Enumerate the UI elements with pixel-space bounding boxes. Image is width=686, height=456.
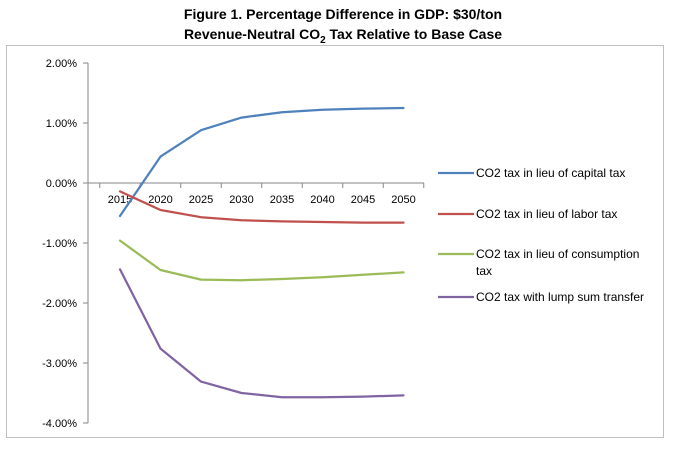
x-tick-label: 2015 (108, 194, 132, 206)
legend-label-line: CO2 tax in lieu of capital tax (476, 166, 625, 180)
legend-label-1: CO2 tax in lieu of capital tax (476, 166, 625, 180)
series-line-3 (118, 239, 405, 282)
chart-frame (6, 45, 664, 438)
x-tick-label: 2035 (270, 194, 294, 206)
chart-title-line-1: Figure 1. Percentage Difference in GDP: … (183, 6, 503, 22)
legend-label-line: CO2 tax with lump sum transfer (476, 290, 644, 304)
y-tick-label: -2.00% (42, 298, 77, 310)
x-tick-label: 2030 (229, 194, 253, 206)
y-tick-label: -1.00% (42, 238, 77, 250)
x-tick-label: 2025 (189, 194, 213, 206)
x-tick-label: 2020 (148, 194, 172, 206)
chart-title-line-2-suffix: Tax Relative to Base Case (325, 26, 503, 42)
x-tick-label: 2050 (391, 194, 415, 206)
y-tick-label: -3.00% (42, 358, 77, 370)
series-line-1 (118, 106, 405, 218)
series-line-2 (118, 190, 405, 224)
chart-axes: 2.00% 1.00% 0.00% -1.00% -2.00% -3.00% -4.00% 2… (42, 58, 425, 430)
y-tick-label: 1.00% (46, 118, 77, 130)
y-tick-label: -4.00% (42, 418, 77, 430)
chart-title-line-2: Revenue-Neutral CO2 Tax Relative to Base… (0, 24, 686, 51)
y-tick-label: 0.00% (46, 178, 77, 190)
legend-label-line: CO2 tax in lieu of labor tax (476, 207, 617, 221)
chart-series-lines (118, 106, 405, 399)
legend-label-4: CO2 tax with lump sum transfer (476, 290, 644, 304)
chart-title-line-2-subscript: 2 (320, 34, 326, 46)
series-line-4 (118, 268, 405, 399)
x-tick-label: 2045 (351, 194, 375, 206)
chart-legend: CO2 tax in lieu of capital tax CO2 tax in… (438, 166, 644, 304)
legend-label-3: CO2 tax in lieu of consumption tax (476, 247, 639, 278)
legend-label-line: tax (476, 264, 492, 278)
chart-title: Figure 1. Percentage Difference in GDP: … (0, 4, 686, 51)
legend-label-2: CO2 tax in lieu of labor tax (476, 207, 617, 221)
legend-label-line: CO2 tax in lieu of consumption (476, 247, 639, 261)
chart-title-line-2-prefix: Revenue-Neutral CO (183, 26, 321, 42)
y-tick-label: 2.00% (46, 58, 77, 70)
x-tick-label: 2040 (310, 194, 334, 206)
